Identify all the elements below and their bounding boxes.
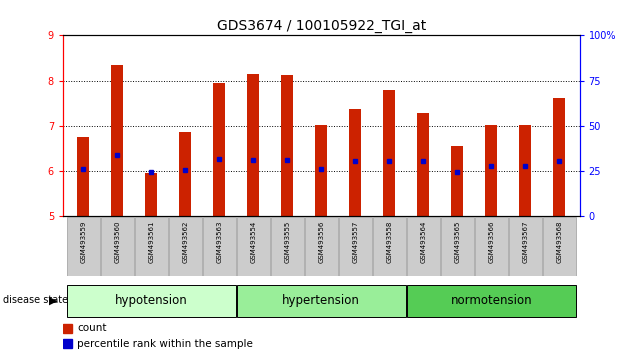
Bar (383, 91, 395, 216)
Text: hypotension: hypotension (115, 294, 188, 307)
Text: GSM493565: GSM493565 (454, 221, 461, 263)
FancyBboxPatch shape (509, 217, 542, 275)
Bar (350, 109, 361, 216)
FancyBboxPatch shape (407, 285, 576, 317)
Bar (316, 125, 327, 216)
Text: GSM493567: GSM493567 (522, 221, 528, 263)
FancyBboxPatch shape (543, 217, 576, 275)
Text: GSM493556: GSM493556 (318, 221, 324, 263)
Bar (63, 324, 72, 333)
Text: GSM493568: GSM493568 (556, 221, 562, 263)
Text: percentile rank within the sample: percentile rank within the sample (77, 338, 253, 349)
FancyBboxPatch shape (203, 217, 236, 275)
Bar (180, 132, 192, 216)
Text: disease state: disease state (3, 295, 68, 305)
FancyBboxPatch shape (475, 217, 508, 275)
FancyBboxPatch shape (67, 285, 236, 317)
Text: GSM493559: GSM493559 (81, 221, 86, 263)
Text: normotension: normotension (450, 294, 532, 307)
Bar (77, 137, 89, 216)
FancyBboxPatch shape (237, 285, 406, 317)
Text: GSM493554: GSM493554 (250, 221, 256, 263)
Text: GSM493563: GSM493563 (216, 221, 222, 263)
FancyBboxPatch shape (305, 217, 338, 275)
Text: GSM493555: GSM493555 (284, 221, 290, 263)
Title: GDS3674 / 100105922_TGI_at: GDS3674 / 100105922_TGI_at (217, 19, 426, 33)
Bar (146, 173, 158, 216)
Bar (519, 125, 531, 216)
Text: GSM493557: GSM493557 (352, 221, 358, 263)
Text: GSM493564: GSM493564 (420, 221, 427, 263)
FancyBboxPatch shape (271, 217, 304, 275)
FancyBboxPatch shape (135, 217, 168, 275)
Bar (112, 65, 123, 216)
Text: count: count (77, 324, 107, 333)
FancyBboxPatch shape (441, 217, 474, 275)
Text: GSM493561: GSM493561 (149, 221, 154, 263)
FancyBboxPatch shape (407, 217, 440, 275)
FancyBboxPatch shape (101, 217, 134, 275)
Bar (417, 114, 429, 216)
Text: GSM493558: GSM493558 (386, 221, 392, 263)
Bar (214, 83, 226, 216)
Text: GSM493562: GSM493562 (182, 221, 188, 263)
Bar (451, 146, 463, 216)
Bar (553, 98, 565, 216)
FancyBboxPatch shape (237, 217, 270, 275)
FancyBboxPatch shape (169, 217, 202, 275)
Text: GSM493560: GSM493560 (115, 221, 120, 263)
Bar (63, 339, 72, 348)
FancyBboxPatch shape (373, 217, 406, 275)
FancyBboxPatch shape (67, 217, 100, 275)
Bar (248, 74, 260, 216)
Text: hypertension: hypertension (282, 294, 360, 307)
Bar (282, 75, 293, 216)
Text: GSM493566: GSM493566 (488, 221, 494, 263)
FancyBboxPatch shape (339, 217, 372, 275)
Text: ▶: ▶ (49, 295, 58, 305)
Bar (485, 125, 497, 216)
